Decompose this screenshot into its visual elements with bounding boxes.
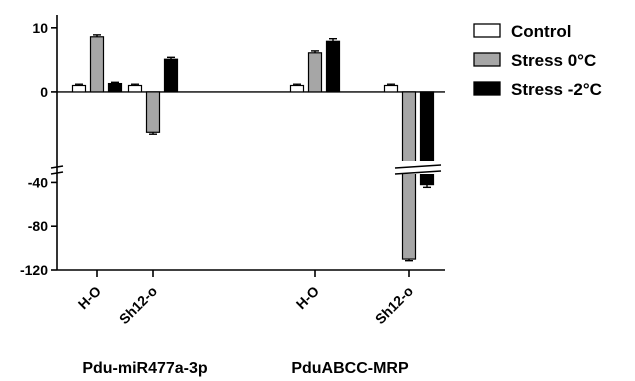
bar-break-mark [394,170,442,175]
bar [71,84,87,93]
axis-break-mark [50,171,64,175]
x-tick-label: H-O [293,283,323,313]
x-tick-label: Sh12-o [116,283,160,327]
legend-label: Control [511,22,571,41]
bar [127,84,143,93]
legend-swatch [473,23,501,38]
legend-label: Stress -2°C [511,80,602,99]
bar [89,36,105,93]
bar [289,84,305,93]
y-tick-label: -120 [20,262,48,278]
group-label: Pdu-miR477a-3p [82,360,208,377]
bar [107,82,123,93]
bar-break-mark [394,164,442,169]
bars [71,34,442,262]
legend-label: Stress 0°C [511,51,596,70]
legend-swatch [473,81,501,96]
y-tick-label: 10 [32,20,48,36]
bar [383,84,399,93]
legend: Control Stress 0°C Stress -2°C [473,22,602,99]
tick-labels: 10 0 -40 -80 -120 H-O Sh12-o H-O Sh12-o [20,20,416,327]
legend-swatch [473,52,501,67]
axis-break-mark [50,165,64,169]
bar [325,40,341,93]
y-tick-label: -40 [28,174,48,190]
bar [163,58,179,93]
x-tick-label: H-O [75,283,105,313]
bar [401,91,417,260]
y-tick-label: -80 [28,218,48,234]
bar [307,52,323,93]
x-tick-label: Sh12-o [372,283,416,327]
group-labels: Pdu-miR477a-3p PduABCC-MRP [82,360,409,377]
group-label: PduABCC-MRP [291,360,409,377]
axes [50,15,445,277]
y-tick-label: 0 [40,84,48,100]
bar-break-gap [395,161,441,174]
bar [145,91,161,133]
